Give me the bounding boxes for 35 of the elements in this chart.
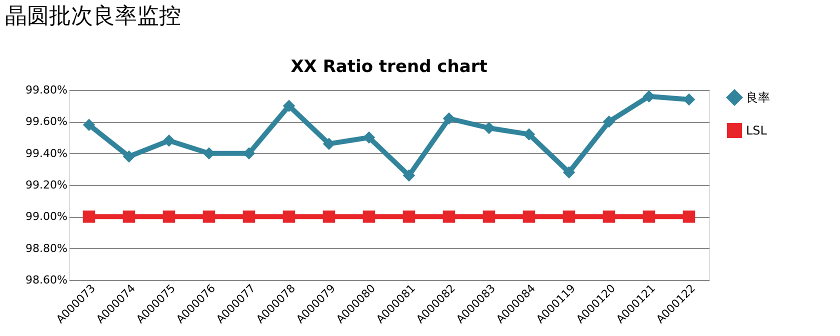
legend-label: 良率 — [746, 90, 770, 104]
y-tick-label: 98.80% — [26, 242, 68, 255]
point — [402, 210, 416, 223]
point — [362, 210, 376, 223]
chart-subtitle: XX Ratio trend chart — [290, 57, 488, 77]
point — [642, 210, 656, 223]
point — [282, 100, 296, 112]
y-tick-label: 99.40% — [26, 146, 68, 160]
point — [162, 210, 176, 223]
point — [602, 116, 616, 128]
point — [322, 210, 336, 223]
point — [442, 210, 456, 223]
point — [562, 210, 576, 223]
point — [202, 210, 216, 223]
point — [442, 112, 456, 125]
point — [602, 210, 616, 223]
y-tick-label: 99.00% — [26, 210, 68, 224]
point — [162, 134, 176, 147]
y-tick-label: 99.60% — [26, 115, 68, 128]
point — [82, 118, 96, 131]
y-tick-label: 98.60% — [26, 274, 68, 286]
point — [402, 169, 416, 182]
point — [242, 210, 256, 223]
y-tick-label: 99.20% — [26, 178, 68, 192]
point — [562, 166, 576, 178]
point — [82, 210, 96, 223]
point — [122, 150, 136, 163]
point — [682, 210, 696, 223]
point — [122, 210, 136, 223]
chart-title: 晶圆批次良率监控 — [5, 4, 182, 29]
point — [282, 210, 296, 223]
y-tick-label: 99.80% — [26, 84, 68, 96]
legend-label: LSL — [746, 124, 768, 138]
point — [522, 210, 536, 223]
point — [482, 210, 496, 223]
